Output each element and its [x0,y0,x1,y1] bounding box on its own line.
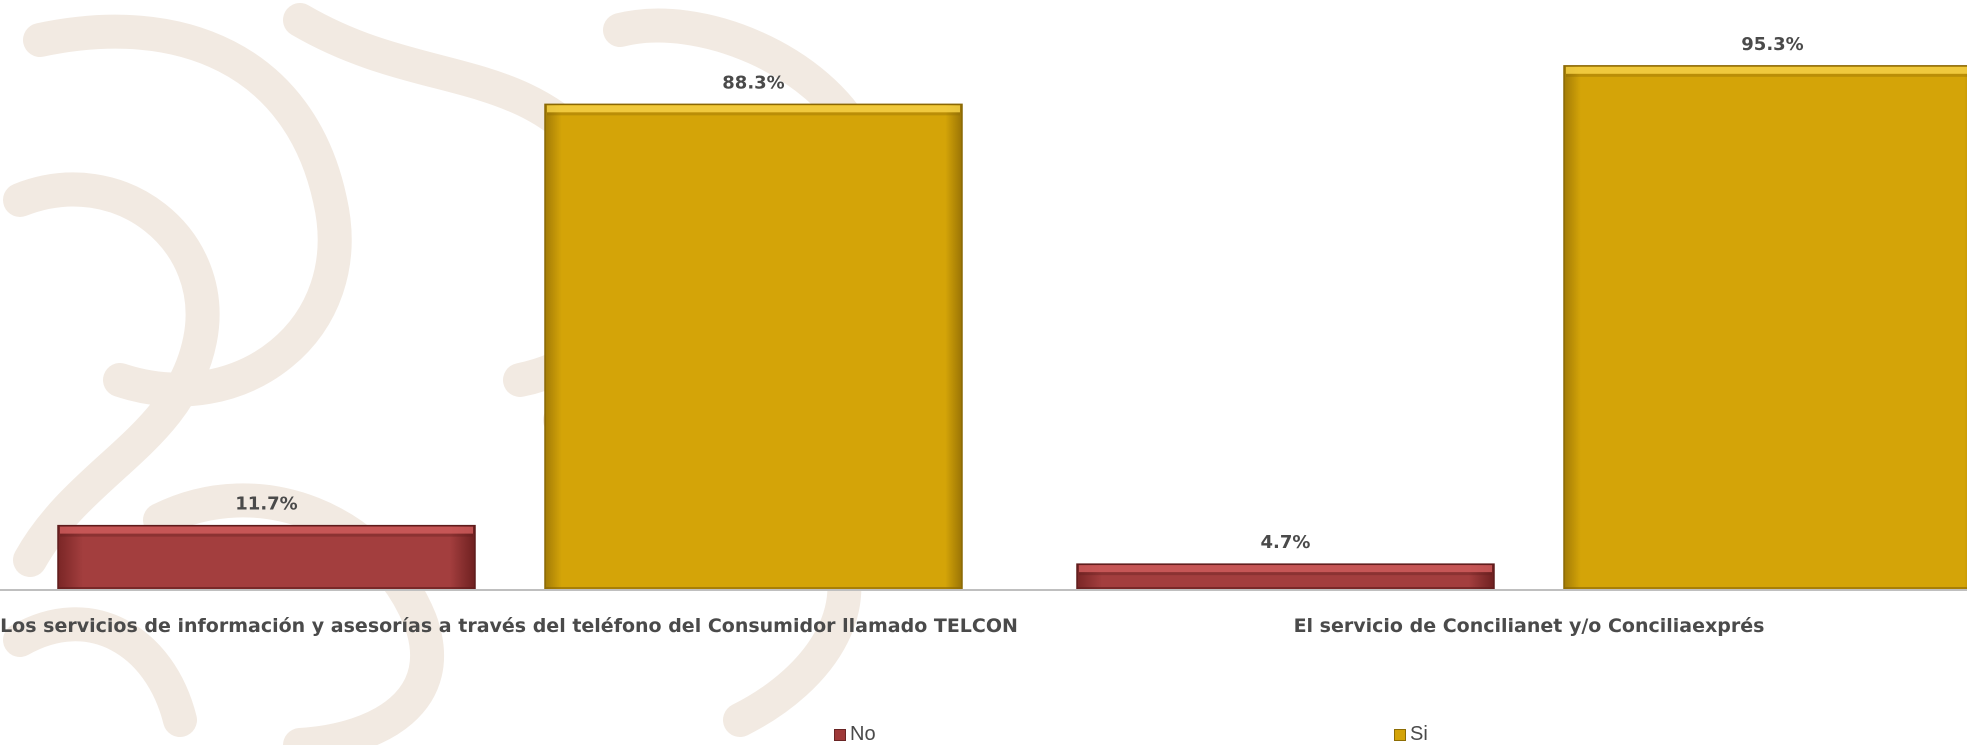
legend-item-si: Si [1394,723,1428,746]
bar-no-0 [57,524,476,591]
legend-item-no: No [834,723,876,746]
legend-label-no: No [850,723,876,745]
data-label-no-1: 4.7% [1261,532,1311,553]
bar-si-1 [1563,65,1967,591]
bar-no-1 [1076,563,1495,591]
bar-si-0 [544,103,963,591]
data-label-si-0: 88.3% [722,72,784,93]
legend-swatch-no [834,728,846,741]
category-label-telcon: Los servicios de información y asesorías… [0,615,1018,637]
data-label-si-1: 95.3% [1741,34,1803,55]
category-label-concilianet: El servicio de Concilianet y/o Conciliae… [1293,615,1765,637]
legend-swatch-si [1394,728,1406,741]
legend-label-si: Si [1410,723,1428,745]
plot-area: 11.7% 88.3% 4.7% 95.3% [0,34,1967,591]
data-label-no-0: 11.7% [235,494,297,515]
